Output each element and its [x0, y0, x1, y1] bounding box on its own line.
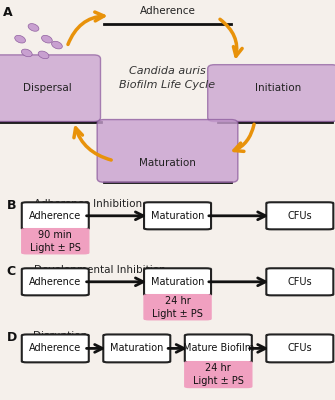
Text: Developmental Inhibition: Developmental Inhibition — [34, 265, 165, 275]
Text: 24 hr
Light ± PS: 24 hr Light ± PS — [193, 363, 244, 386]
Text: Adherence: Adherence — [29, 277, 81, 287]
FancyBboxPatch shape — [266, 334, 333, 362]
Text: CFUs: CFUs — [287, 277, 312, 287]
Ellipse shape — [52, 41, 62, 49]
Text: 24 hr
Light ± PS: 24 hr Light ± PS — [152, 296, 203, 319]
Text: CFUs: CFUs — [287, 343, 312, 354]
Text: Adherence: Adherence — [29, 343, 81, 354]
Text: Candida auris
Biofilm Life Cycle: Candida auris Biofilm Life Cycle — [120, 66, 215, 90]
Ellipse shape — [15, 35, 25, 43]
FancyBboxPatch shape — [0, 55, 100, 122]
Text: Maturation: Maturation — [139, 158, 196, 168]
FancyBboxPatch shape — [266, 268, 333, 295]
Ellipse shape — [21, 49, 32, 57]
FancyBboxPatch shape — [266, 202, 333, 229]
Text: Adherence: Adherence — [29, 211, 81, 221]
FancyBboxPatch shape — [22, 268, 89, 295]
FancyBboxPatch shape — [144, 295, 211, 320]
Text: C: C — [7, 265, 16, 278]
FancyBboxPatch shape — [185, 362, 252, 388]
FancyBboxPatch shape — [208, 65, 335, 122]
Text: D: D — [7, 331, 17, 344]
Text: Disruption: Disruption — [34, 331, 88, 341]
FancyBboxPatch shape — [144, 202, 211, 229]
Text: Adherence Inhibition: Adherence Inhibition — [34, 199, 142, 209]
Text: Initiation: Initiation — [255, 83, 301, 93]
FancyBboxPatch shape — [144, 268, 211, 295]
Text: Maturation: Maturation — [151, 277, 204, 287]
Text: Maturation: Maturation — [151, 211, 204, 221]
FancyBboxPatch shape — [22, 334, 89, 362]
Text: B: B — [7, 199, 16, 212]
Text: Adherence: Adherence — [140, 6, 195, 16]
Text: Mature Biofilm: Mature Biofilm — [183, 343, 254, 354]
FancyBboxPatch shape — [22, 229, 89, 254]
Text: Maturation: Maturation — [110, 343, 163, 354]
Ellipse shape — [38, 51, 49, 59]
FancyBboxPatch shape — [97, 120, 238, 182]
Text: A: A — [3, 6, 13, 19]
Text: 90 min
Light ± PS: 90 min Light ± PS — [30, 230, 81, 253]
FancyBboxPatch shape — [103, 334, 170, 362]
Ellipse shape — [42, 35, 52, 43]
FancyBboxPatch shape — [22, 202, 89, 229]
Text: CFUs: CFUs — [287, 211, 312, 221]
Text: Dispersal: Dispersal — [22, 83, 71, 93]
Ellipse shape — [28, 24, 39, 31]
FancyBboxPatch shape — [185, 334, 252, 362]
